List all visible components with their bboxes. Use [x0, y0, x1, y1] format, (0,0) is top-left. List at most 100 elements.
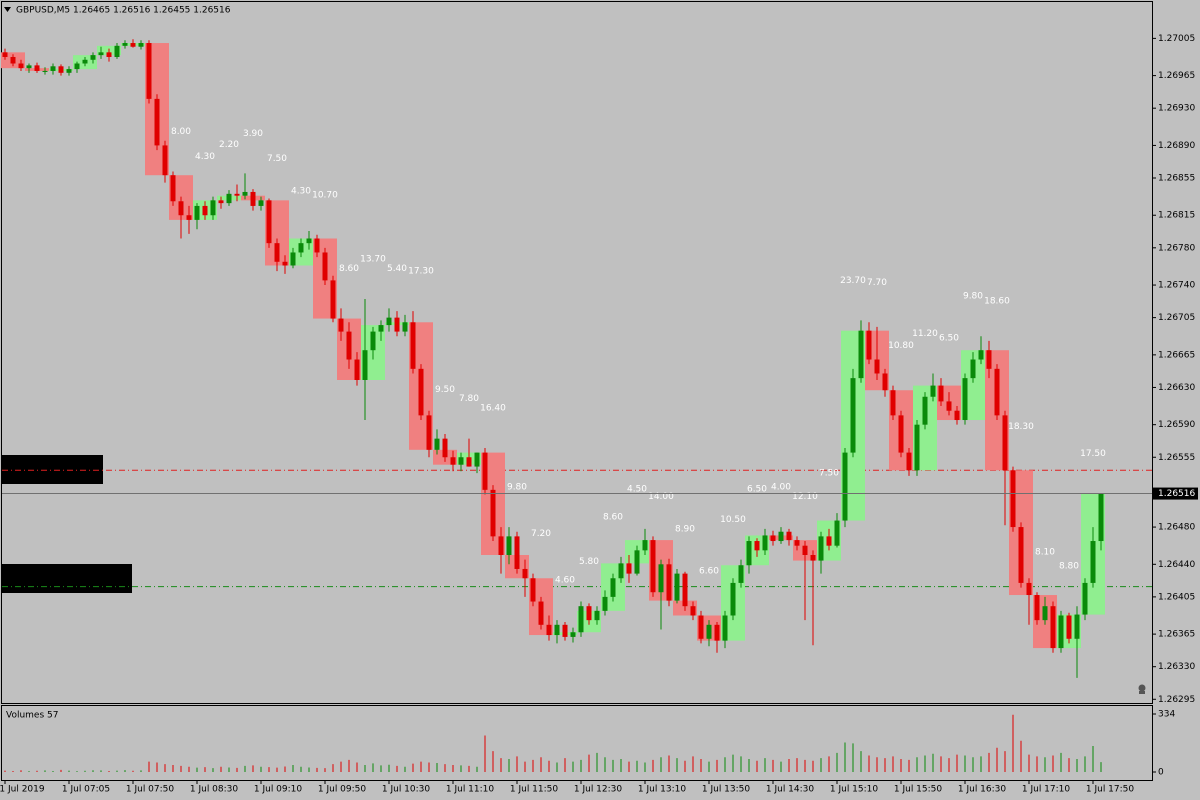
y-tick-label: 1.26365 [1158, 630, 1195, 640]
x-tick-label: 1 Jul 11:10 [446, 785, 495, 795]
y-tick-label: 1.26815 [1158, 211, 1195, 221]
candle-body [1090, 541, 1096, 583]
candle-body [274, 243, 280, 262]
range-label: 7.50 [267, 154, 287, 164]
candle-body [954, 410, 960, 421]
candle-body [994, 368, 1000, 416]
menu-arrow[interactable] [4, 7, 11, 12]
range-label: 9.80 [963, 292, 983, 302]
candle-body [762, 535, 768, 551]
candle-body [818, 536, 824, 561]
x-tick-label: 1 Jul 15:10 [830, 785, 879, 795]
candle-body [234, 193, 240, 196]
candle-body [962, 378, 968, 421]
candle-body [986, 350, 992, 369]
candle-body [586, 606, 592, 621]
range-label: 4.60 [555, 576, 575, 586]
candle-body [538, 601, 544, 625]
candle-body [210, 200, 216, 216]
y-tick-label: 1.26480 [1158, 523, 1195, 533]
candle-body [698, 615, 704, 639]
range-label: 4.00 [771, 483, 791, 493]
y-tick-label: 1.26890 [1158, 141, 1195, 151]
candle-body [730, 582, 736, 616]
last-price-label: 1.26516 [1158, 489, 1195, 499]
candle-body [770, 535, 776, 542]
candle-body [226, 193, 232, 204]
y-tick-label: 1.26295 [1158, 695, 1195, 705]
x-tick-label: 1 Jul 13:10 [638, 785, 687, 795]
candle-body [506, 536, 512, 555]
y-tick-label: 1.26590 [1158, 420, 1195, 430]
price-pane-frame [1, 1, 1153, 704]
y-tick-label: 1.26440 [1158, 560, 1195, 570]
candle-body [82, 59, 88, 64]
x-tick-label: 1 Jul 11:50 [510, 785, 559, 795]
candle-body [58, 66, 64, 73]
y-tick-label: 1.26855 [1158, 174, 1195, 184]
candle-body [562, 624, 568, 637]
x-tick-label: 1 Jul 17:10 [1022, 785, 1071, 795]
x-tick-label: 1 Jul 07:05 [62, 785, 110, 795]
candle-body [250, 191, 256, 206]
y-tick-label: 1.26405 [1158, 592, 1195, 602]
candle-body [754, 541, 760, 551]
volume-title: Volumes 57 [6, 711, 58, 721]
candle-body [186, 215, 192, 220]
candle-body [146, 43, 152, 99]
candle-body [794, 540, 800, 546]
candle-body [314, 238, 320, 253]
candle-body [98, 52, 104, 56]
candle-body [178, 201, 184, 216]
candle-body [370, 331, 376, 351]
range-label: 8.60 [339, 264, 359, 274]
x-tick-label: 1 Jul 16:30 [958, 785, 1007, 795]
range-label: 8.60 [603, 512, 623, 522]
range-label: 14.00 [648, 492, 674, 502]
candle-body [674, 573, 680, 601]
candle-body [282, 261, 288, 266]
range-label: 7.20 [531, 529, 551, 539]
candle-body [978, 350, 984, 360]
candle-body [834, 520, 840, 546]
candle-body [122, 43, 128, 46]
candle-body [898, 415, 904, 453]
candle-body [490, 489, 496, 537]
black-block [2, 564, 132, 593]
candle-body [1042, 606, 1048, 621]
candle-body [546, 624, 552, 636]
candle-body [466, 457, 472, 467]
range-label: 8.10 [1035, 548, 1055, 558]
range-label: 6.50 [747, 484, 767, 494]
x-tick-label: 1 Jul 08:30 [190, 785, 239, 795]
candle-body [418, 368, 424, 416]
candle-body [1082, 582, 1088, 615]
range-label: 10.80 [888, 341, 914, 351]
range-label: 3.90 [243, 129, 263, 139]
y-tick-label: 1.26555 [1158, 453, 1195, 463]
range-label: 7.80 [459, 394, 479, 404]
candle-body [394, 317, 400, 332]
candle-body [530, 578, 536, 602]
candle-body [1058, 615, 1064, 649]
candle-body [330, 280, 336, 319]
candle-body [1098, 493, 1104, 542]
last-price-box [1153, 487, 1198, 500]
range-label: 9.80 [507, 483, 527, 493]
candle-body [194, 205, 200, 220]
candle-body [218, 200, 224, 204]
candle-body [738, 565, 744, 583]
candle-body [434, 438, 440, 450]
candle-body [722, 615, 728, 641]
candle-body [1066, 615, 1072, 639]
candle-body [338, 318, 344, 332]
range-label: 17.30 [408, 267, 434, 277]
candle-body [642, 540, 648, 551]
candle-body [162, 145, 168, 176]
range-label: 6.60 [699, 566, 719, 576]
y-tick-label: 1.26630 [1158, 383, 1195, 393]
candle-body [890, 390, 896, 416]
candle-body [306, 238, 312, 244]
